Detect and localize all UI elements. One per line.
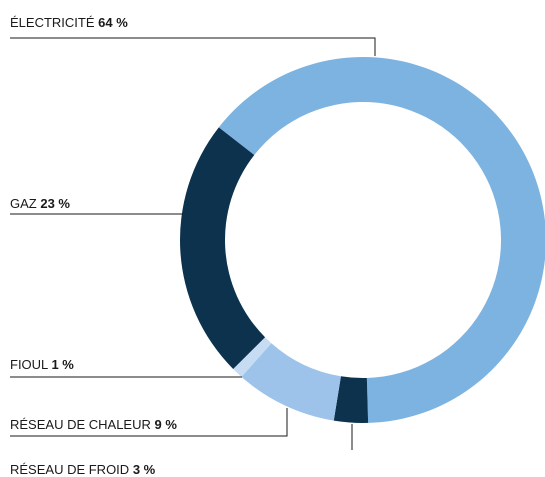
donut-segment — [241, 343, 341, 421]
donut-segment — [180, 127, 266, 369]
segment-label: GAZ 23 % — [10, 196, 70, 211]
leader-line — [10, 37, 376, 56]
leader-line — [10, 408, 288, 437]
value-label: 9 % — [155, 417, 178, 432]
donut-segment — [233, 337, 272, 377]
value-label: 1 % — [51, 357, 74, 372]
donut-segment — [333, 376, 369, 424]
segment-label: RÉSEAU DE CHALEUR 9 % — [10, 417, 177, 432]
value-label: 64 % — [98, 15, 128, 30]
category-name: FIOUL — [10, 357, 48, 372]
value-label: 23 % — [40, 196, 70, 211]
category-name: RÉSEAU DE CHALEUR — [10, 417, 151, 432]
segment-label: ÉLECTRICITÉ 64 % — [10, 15, 128, 30]
category-name: RÉSEAU DE FROID — [10, 462, 129, 477]
segment-label: RÉSEAU DE FROID 3 % — [10, 462, 156, 477]
category-name: GAZ — [10, 196, 37, 211]
category-name: ÉLECTRICITÉ — [10, 15, 95, 30]
value-label: 3 % — [133, 462, 156, 477]
segment-label: FIOUL 1 % — [10, 357, 74, 372]
